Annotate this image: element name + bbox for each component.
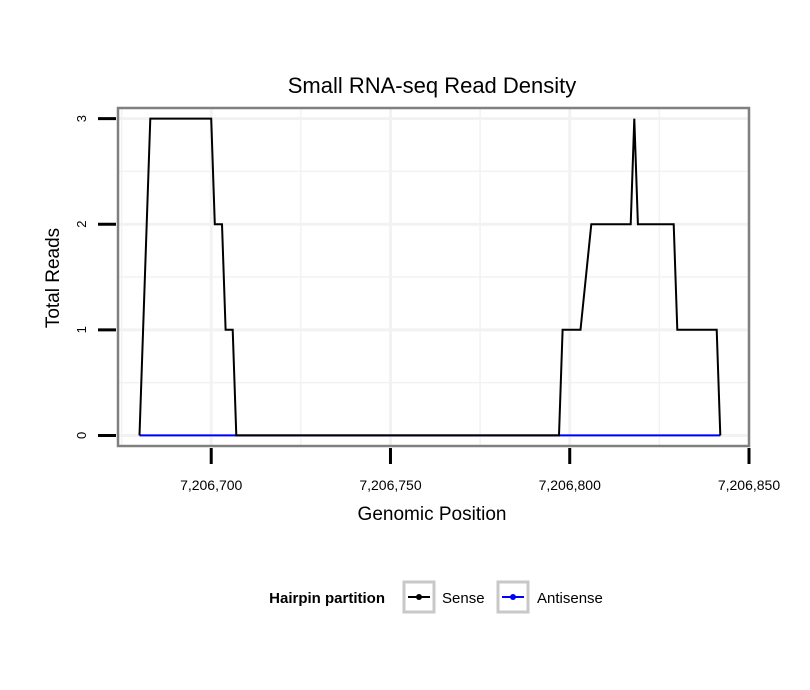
legend-key-point-sense <box>416 594 422 600</box>
series-line-sense <box>138 117 722 437</box>
x-tick-label: 7,206,700 <box>180 477 242 493</box>
y-tick-label: 3 <box>74 115 89 122</box>
plot-panel <box>116 106 751 448</box>
legend-key-point-antisense <box>510 594 516 600</box>
legend-item-antisense: Antisense <box>496 580 603 614</box>
x-axis-label: Genomic Position <box>358 504 507 525</box>
legend-title: Hairpin partition <box>269 590 385 607</box>
legend: Hairpin partition Sense Antisense <box>269 580 603 614</box>
legend-label-antisense: Antisense <box>537 590 603 607</box>
axis-layer: 7,206,700 7,206,750 7,206,800 7,206,850 0 1 2 3 <box>74 115 780 493</box>
x-tick-label: 7,206,750 <box>359 477 421 493</box>
y-tick-label: 1 <box>74 326 89 333</box>
legend-item-sense: Sense <box>402 580 485 614</box>
y-tick-label: 0 <box>74 432 89 439</box>
y-tick-label: 2 <box>74 221 89 228</box>
plot-border <box>116 106 751 448</box>
x-tick-label: 7,206,850 <box>718 477 780 493</box>
legend-label-sense: Sense <box>442 590 485 607</box>
y-axis-label: Total Reads <box>43 228 64 328</box>
x-tick-label: 7,206,800 <box>539 477 601 493</box>
series-layer <box>138 117 722 437</box>
chart-title: Small RNA-seq Read Density <box>288 73 577 98</box>
